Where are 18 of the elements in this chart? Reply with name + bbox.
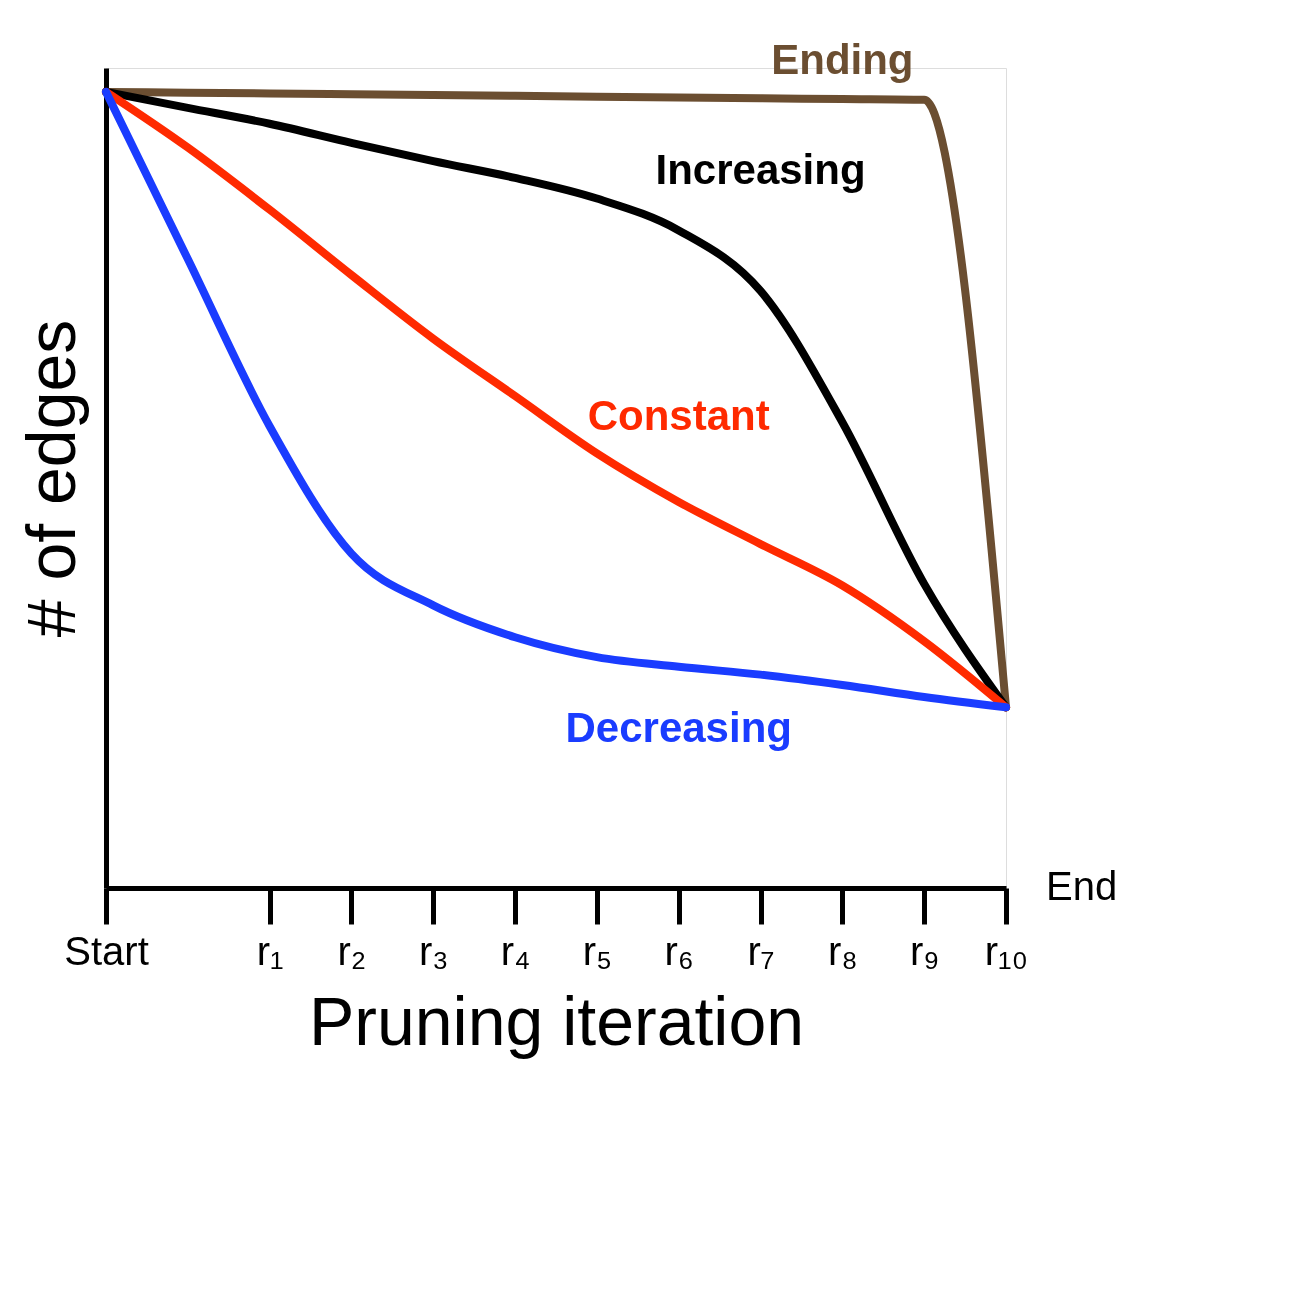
x-tick-label: Start	[64, 928, 149, 973]
x-tick-label: r₅	[582, 928, 613, 973]
x-tick-label: r₉	[910, 928, 940, 973]
x-tick-label: r₁	[256, 928, 284, 973]
series-label: Increasing	[655, 145, 866, 193]
x-tick-label: r₇	[747, 928, 775, 973]
x-axis-title: Pruning iteration	[308, 982, 805, 1059]
x-tick-label: r₁₀	[984, 928, 1029, 973]
series-label: Decreasing	[565, 703, 792, 751]
x-tick-label: r₃	[418, 928, 449, 973]
series-label: Constant	[587, 391, 770, 439]
x-tick-label: r₆	[664, 928, 694, 973]
x-tick-label: r₄	[500, 928, 531, 973]
x-tick-label: r₈	[827, 928, 858, 973]
x-tick-label: r₂	[337, 928, 367, 973]
series-label: Ending	[771, 36, 914, 84]
text: End	[1046, 864, 1118, 908]
y-axis-title: # of edges	[12, 319, 89, 638]
